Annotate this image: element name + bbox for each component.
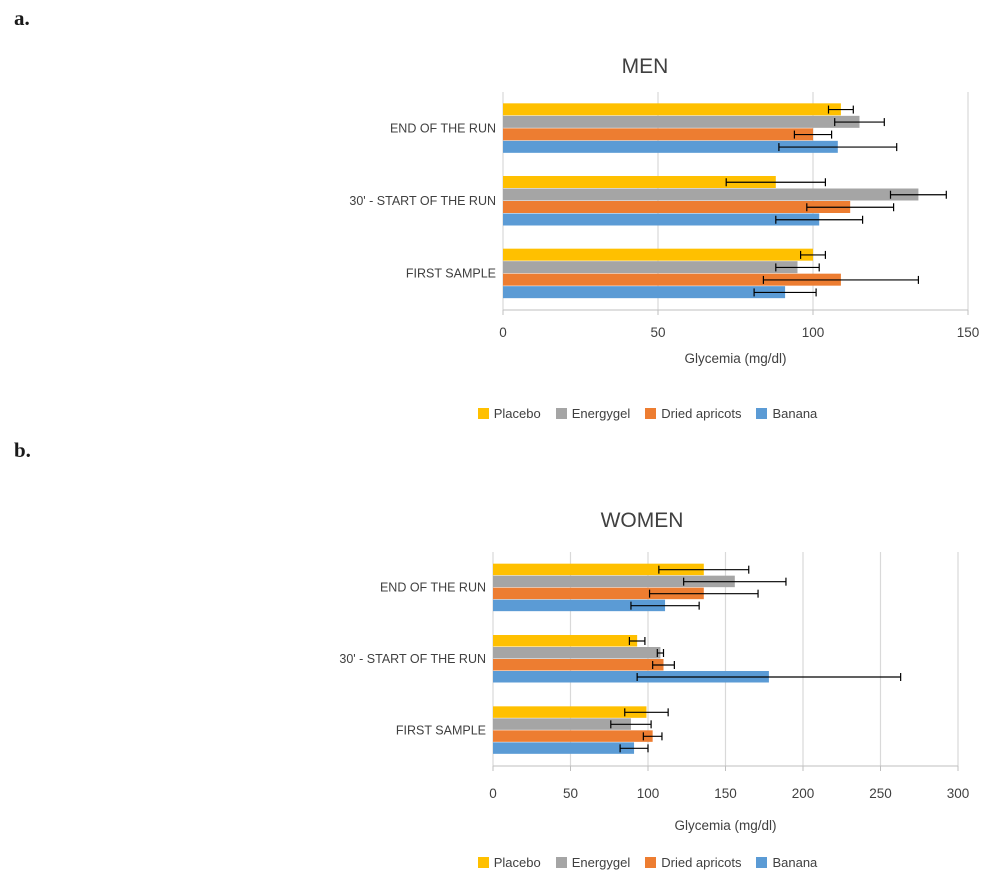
tick-label: 150: [957, 325, 980, 340]
figure-label-a: a.: [14, 6, 30, 30]
category-label: END OF THE RUN: [380, 581, 486, 595]
legend-label-banana: Banana: [772, 406, 818, 421]
legend-swatch-placebo: [477, 408, 489, 419]
bar-placebo: [503, 103, 841, 116]
legend-item-dried-apricots: Dried apricots: [645, 406, 741, 421]
men-plot: 0 50 100 150 END OF THE RUN 30' - START OF TH…: [349, 55, 980, 366]
bar-banana: [503, 286, 786, 299]
tick-label: 100: [637, 786, 660, 801]
legend-label-banana: Banana: [772, 855, 818, 870]
bar-banana: [493, 671, 769, 683]
bar-dried-apricots: [503, 128, 813, 141]
legend-item-banana: Banana: [756, 406, 817, 421]
legend-label-placebo: Placebo: [493, 855, 541, 870]
women-plot: 0 50 100 150 200 250 300 END OF THE RUN 30' - ST…: [339, 509, 970, 833]
legend-swatch-banana: [756, 408, 768, 419]
bar-energygel: [503, 261, 798, 274]
bar-energygel: [503, 188, 919, 201]
legend-label-energygel: Energygel: [571, 855, 631, 870]
category-label: FIRST SAMPLE: [396, 723, 486, 737]
tick-label: 150: [714, 786, 737, 801]
legend-item-dried-apricots: Dried apricots: [645, 855, 741, 870]
legend-label-dried-apricots: Dried apricots: [661, 406, 742, 421]
legend-swatch-banana: [756, 857, 768, 868]
bar-energygel: [503, 115, 860, 128]
tick-label: 300: [947, 786, 970, 801]
tick-label: 100: [802, 325, 825, 340]
legend-item-banana: Banana: [756, 855, 817, 870]
bar-banana: [493, 599, 666, 612]
men-legend: Placebo Energygel Dried apricots Banana: [255, 406, 985, 421]
x-axis-title: Glycemia (mg/dl): [674, 818, 776, 833]
category-label: END OF THE RUN: [390, 121, 496, 135]
bar-banana: [503, 213, 820, 226]
category-label: 30' - START OF THE RUN: [339, 652, 486, 666]
tick-label: 0: [489, 786, 497, 801]
legend-item-placebo: Placebo: [477, 406, 541, 421]
legend-swatch-energygel: [555, 408, 567, 419]
chart-title: WOMEN: [601, 509, 684, 532]
bar-placebo: [493, 706, 647, 718]
tick-label: 0: [499, 325, 507, 340]
bar-banana: [493, 742, 635, 754]
bar-dried-apricots: [503, 273, 841, 286]
tick-label: 50: [650, 325, 665, 340]
category-label: FIRST SAMPLE: [406, 267, 496, 281]
bar-energygel: [493, 718, 631, 730]
tick-label: 200: [792, 786, 815, 801]
tick-label: 50: [563, 786, 578, 801]
legend-swatch-placebo: [477, 857, 489, 868]
legend-label-energygel: Energygel: [571, 406, 631, 421]
bar-banana: [503, 140, 838, 153]
bar-dried-apricots: [503, 201, 851, 213]
men-chart: 0 50 100 150 END OF THE RUN 30' - START OF TH…: [255, 40, 985, 425]
bar-dried-apricots: [493, 659, 664, 671]
x-axis-title: Glycemia (mg/dl): [684, 351, 786, 366]
bar-dried-apricots: [493, 730, 653, 742]
figure-label-b: b.: [14, 438, 31, 462]
legend-swatch-dried-apricots: [645, 857, 657, 868]
legend-item-placebo: Placebo: [477, 855, 541, 870]
tick-label: 250: [869, 786, 892, 801]
bar-placebo: [503, 176, 776, 188]
category-label: 30' - START OF THE RUN: [349, 194, 496, 208]
legend-swatch-dried-apricots: [645, 408, 657, 419]
bar-placebo: [493, 563, 704, 576]
legend-swatch-energygel: [555, 857, 567, 868]
bar-placebo: [503, 248, 813, 261]
legend-label-placebo: Placebo: [493, 406, 541, 421]
chart-title: MEN: [622, 55, 669, 78]
legend-item-energygel: Energygel: [555, 855, 631, 870]
legend-label-dried-apricots: Dried apricots: [661, 855, 742, 870]
legend-item-energygel: Energygel: [555, 406, 631, 421]
bar-energygel: [493, 575, 735, 588]
women-legend: Placebo Energygel Dried apricots Banana: [255, 855, 985, 870]
bar-energygel: [493, 647, 661, 659]
bar-dried-apricots: [493, 587, 704, 600]
women-chart: 0 50 100 150 200 250 300 END OF THE RUN 30' - ST…: [255, 495, 985, 880]
bar-placebo: [493, 635, 638, 647]
